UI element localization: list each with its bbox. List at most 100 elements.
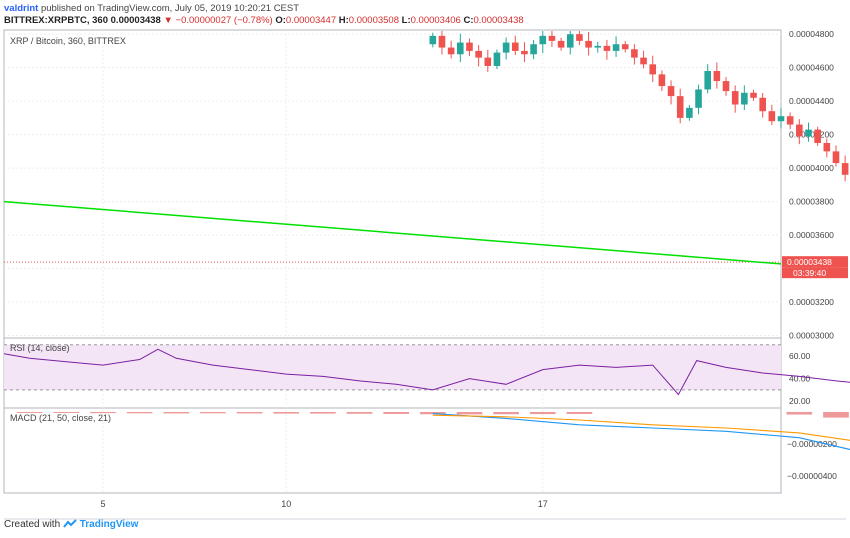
y-tick-label: 0.00003600 <box>789 230 834 240</box>
macd-histogram-bar <box>163 412 190 414</box>
candle-body <box>475 50 482 58</box>
candle-body <box>695 89 702 108</box>
candle-body <box>521 50 528 55</box>
rsi-band <box>4 344 781 390</box>
candle-body <box>631 49 638 58</box>
macd-histogram-bar <box>236 412 263 414</box>
candle-body <box>741 92 748 105</box>
candle-body <box>511 42 519 51</box>
candle-body <box>649 64 657 75</box>
x-tick-label: 17 <box>538 499 548 509</box>
panel-border-macd <box>3 407 782 494</box>
macd-histogram-bar <box>53 412 80 413</box>
candle-body <box>557 40 565 48</box>
rsi-line <box>3 348 850 396</box>
macd-histogram-bar <box>346 412 373 414</box>
candle-body <box>805 129 812 137</box>
candle-body <box>796 124 803 137</box>
candle-body <box>722 81 730 92</box>
candle-body <box>484 57 492 66</box>
candle-body <box>658 74 666 87</box>
open-value: 0.00003447 <box>285 15 337 26</box>
candle-body <box>686 107 693 118</box>
candle-body <box>832 151 840 164</box>
candle-body <box>493 52 501 66</box>
macd-histogram-bar <box>126 412 153 414</box>
rsi-tick-label: 20.00 <box>789 396 811 406</box>
candle-body <box>603 45 611 51</box>
candle-body <box>447 47 455 55</box>
footer: Created with TradingView <box>4 519 138 530</box>
countdown-label: 03:39:40 <box>793 268 826 278</box>
price-change: ▼ −0.00000027 (−0.78%) <box>163 15 273 26</box>
candle-body <box>814 129 821 143</box>
candle-body <box>640 57 647 65</box>
last-price: 0.00003438 <box>110 15 161 26</box>
y-tick-label: 0.00004800 <box>789 29 834 39</box>
trading-chart[interactable]: 510170.000030000.000032000.000034000.000… <box>0 28 850 520</box>
candle-body <box>612 44 620 51</box>
candle-body <box>759 97 766 112</box>
macd-series-signal <box>432 414 850 441</box>
candle-body <box>621 44 629 50</box>
candle-body <box>841 163 849 175</box>
candle-body <box>713 71 721 82</box>
candle-body <box>566 34 574 48</box>
macd-title: MACD (21, 50, close, 21) <box>10 413 111 423</box>
candle-body <box>823 142 831 152</box>
close-value: 0.00003438 <box>473 15 524 26</box>
tradingview-logo-icon <box>63 519 80 530</box>
rsi-tick-label: 60.00 <box>789 351 811 361</box>
candle-body <box>786 116 794 125</box>
candle-body <box>768 111 776 122</box>
candle-body <box>676 96 684 118</box>
candle-body <box>530 44 537 55</box>
candle-body <box>502 42 510 53</box>
candle-body <box>594 45 602 48</box>
y-tick-label: 0.00003800 <box>789 197 834 207</box>
tradingview-brand[interactable]: TradingView <box>79 519 139 530</box>
created-with-text: Created with <box>4 519 61 530</box>
trendline-trend <box>4 200 781 265</box>
macd-tick-label: −0.00000400 <box>787 471 837 481</box>
price-panel-title: XRP / Bitcoin, 360, BITTREX <box>10 36 126 46</box>
macd-histogram-bar <box>823 412 849 418</box>
macd-histogram-bar <box>786 412 813 415</box>
y-tick-label: 0.00003000 <box>789 330 834 340</box>
current-price-tag <box>782 256 848 268</box>
macd-histogram-bar <box>529 412 556 415</box>
symbol-label: BITTREX:XRPBTC, 360 <box>4 15 108 26</box>
symbol-info: BITTREX:XRPBTC, 360 0.00003438 ▼ −0.0000… <box>4 15 524 26</box>
candle-body <box>750 92 757 98</box>
y-tick-label: 0.00004400 <box>789 96 834 106</box>
macd-histogram-bar <box>456 412 483 415</box>
candle-body <box>438 35 446 48</box>
high-label: H: <box>338 15 349 26</box>
y-tick-label: 0.00004600 <box>789 63 834 73</box>
x-tick-label: 10 <box>281 499 291 509</box>
publish-info: valdrint published on TradingView.com, J… <box>4 3 299 14</box>
y-tick-label: 0.00004000 <box>789 163 834 173</box>
y-tick-label: 0.00003200 <box>789 297 834 307</box>
current-price-label: 0.00003438 <box>787 257 832 267</box>
author-name[interactable]: valdrint <box>4 3 39 14</box>
low-value: 0.00003406 <box>410 15 461 26</box>
close-label: C: <box>463 15 474 26</box>
candle-body <box>731 91 739 105</box>
macd-histogram-bar <box>310 412 336 414</box>
countdown-tag <box>782 267 848 279</box>
candle-body <box>704 71 711 90</box>
high-value: 0.00003508 <box>348 15 399 26</box>
macd-histogram-bar <box>566 412 593 414</box>
open-label: O: <box>275 15 286 26</box>
rsi-tick-label: 40.00 <box>789 374 811 384</box>
x-tick-label: 5 <box>100 499 105 509</box>
macd-histogram-bar <box>493 412 519 415</box>
macd-histogram-bar <box>200 412 226 414</box>
candle-body <box>539 35 547 45</box>
rsi-title: RSI (14, close) <box>10 343 70 353</box>
macd-tick-label: −0.00000200 <box>787 439 837 449</box>
candle-body <box>576 34 583 41</box>
candle-body <box>777 116 785 122</box>
macd-histogram-bar <box>383 412 409 414</box>
